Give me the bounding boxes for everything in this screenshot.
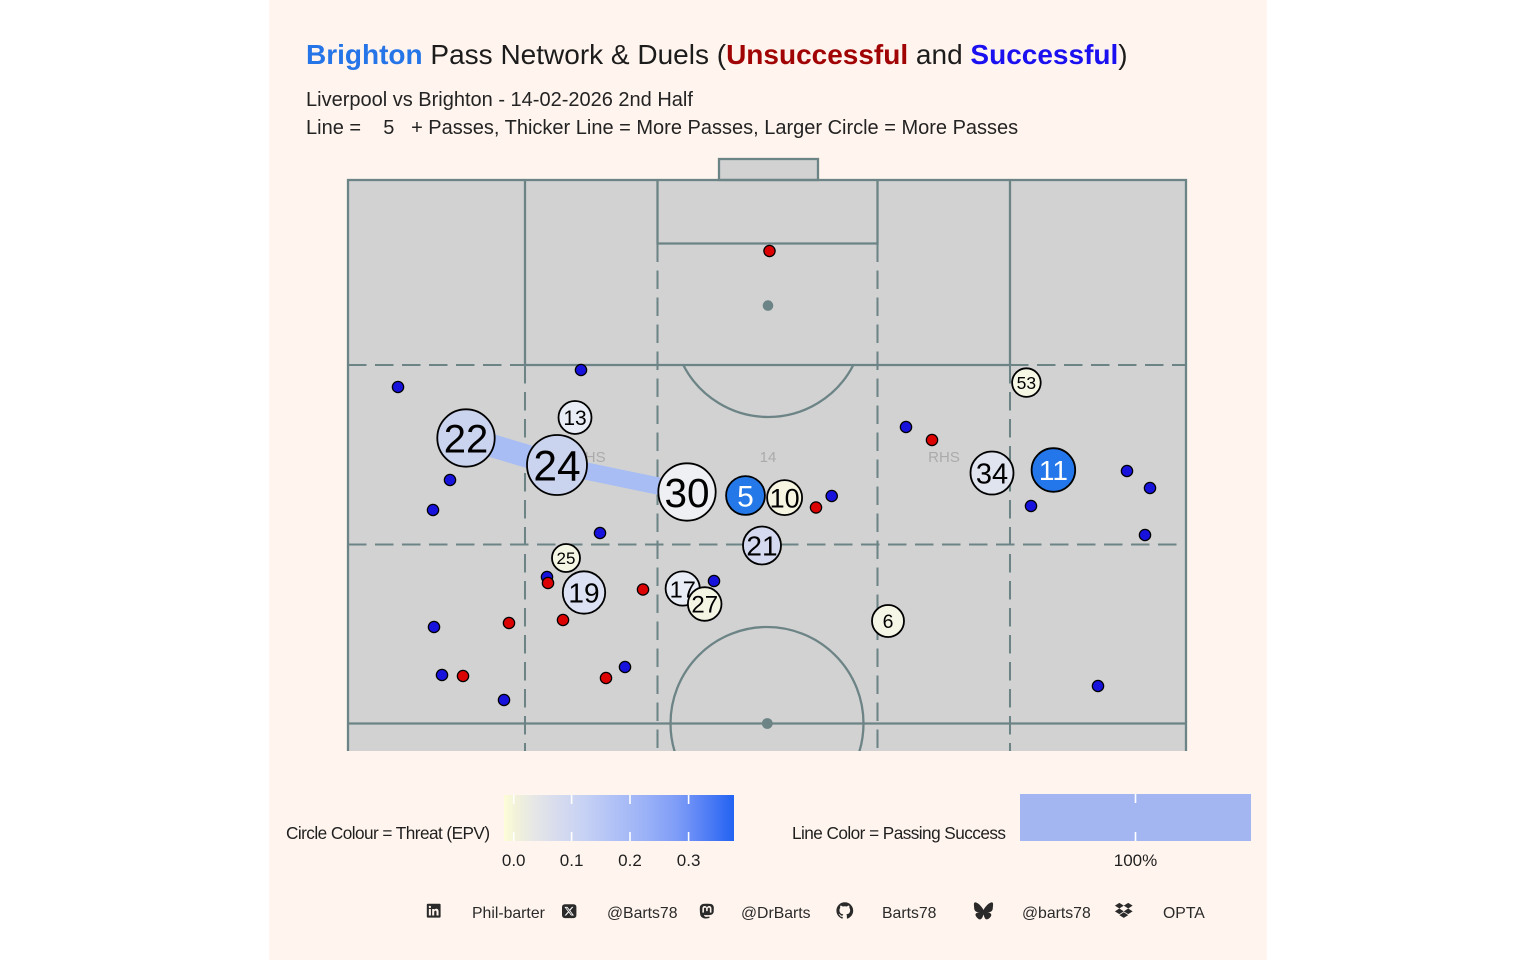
svg-text:6: 6 [883, 611, 894, 633]
svg-text:Brighton Pass Network & Duels: Brighton Pass Network & Duels (Unsuccess… [306, 39, 1128, 70]
svg-text:OPTA: OPTA [1163, 905, 1205, 922]
svg-text:Line = 5 + Passes, Thicke: Line = 5 + Passes, Thicker Line = More P… [306, 117, 1018, 139]
svg-text:22: 22 [444, 418, 489, 462]
svg-text:RHS: RHS [928, 449, 960, 466]
svg-text:0.2: 0.2 [618, 851, 642, 870]
svg-text:Line Color = Passing Success: Line Color = Passing Success [792, 823, 1005, 843]
svg-text:21: 21 [746, 531, 777, 562]
svg-text:27: 27 [691, 592, 718, 619]
svg-text:19: 19 [568, 578, 599, 609]
svg-text:5: 5 [737, 480, 754, 513]
svg-text:11: 11 [1039, 455, 1068, 486]
svg-text:Barts78: Barts78 [882, 905, 937, 922]
svg-text:13: 13 [563, 407, 586, 430]
svg-text:Liverpool vs Brighton - 14-02-: Liverpool vs Brighton - 14-02-2026 2nd H… [306, 89, 693, 111]
svg-text:@Barts78: @Barts78 [607, 905, 678, 922]
svg-text:@barts78: @barts78 [1022, 905, 1091, 922]
svg-text:10: 10 [770, 483, 800, 513]
svg-text:30: 30 [664, 470, 709, 516]
svg-text:34: 34 [976, 459, 1008, 491]
svg-text:24: 24 [533, 444, 580, 491]
svg-text:0.1: 0.1 [560, 851, 584, 870]
svg-text:0.3: 0.3 [677, 851, 701, 870]
svg-text:100%: 100% [1114, 851, 1157, 870]
svg-text:Circle Colour = Threat (EPV): Circle Colour = Threat (EPV) [286, 823, 490, 843]
svg-text:0.0: 0.0 [502, 851, 526, 870]
svg-text:@DrBarts: @DrBarts [741, 905, 811, 922]
svg-text:25: 25 [557, 549, 576, 568]
svg-text:53: 53 [1017, 373, 1036, 393]
svg-text:14: 14 [760, 449, 777, 466]
svg-text:Phil-barter: Phil-barter [472, 905, 545, 922]
